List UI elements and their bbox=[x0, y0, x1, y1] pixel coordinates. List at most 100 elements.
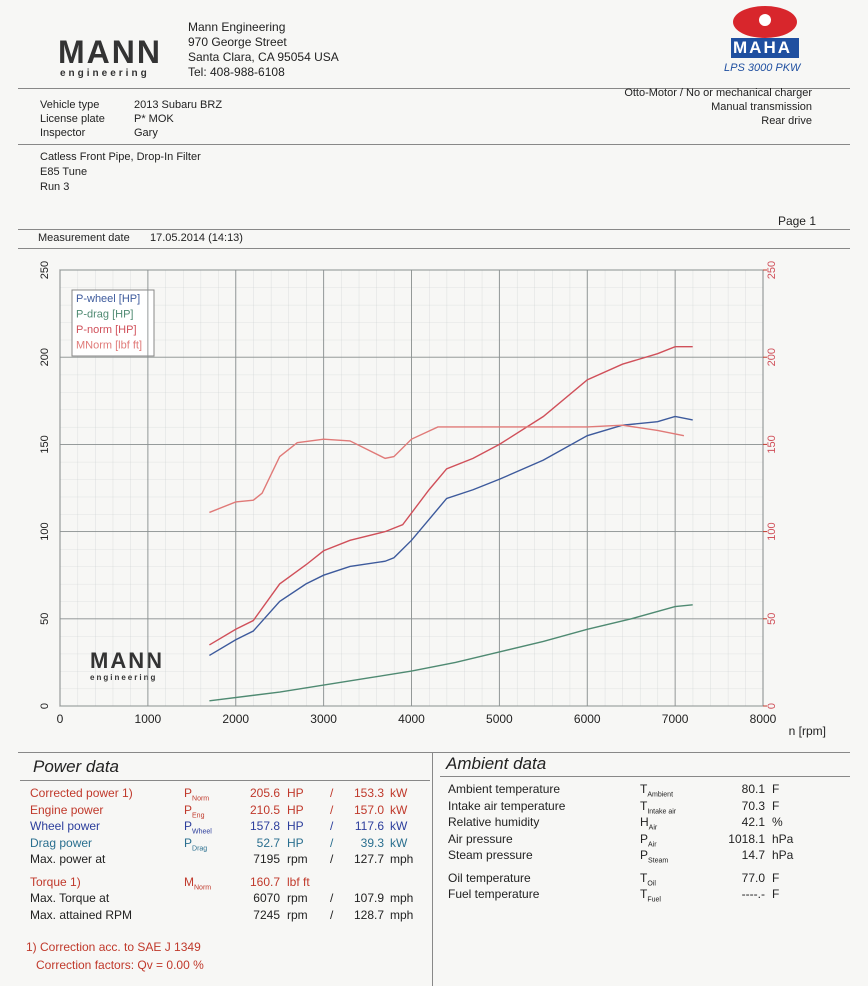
x-tick-label: 2000 bbox=[222, 712, 249, 726]
maha-logo bbox=[731, 6, 799, 58]
unit: kW bbox=[390, 802, 408, 817]
correction: Correction factors: Qv = 0.00 % bbox=[36, 958, 204, 972]
row-label: Fuel temperature bbox=[448, 887, 540, 901]
engine: Otto-Motor / No or mechanical charger bbox=[624, 87, 812, 99]
series-line bbox=[209, 346, 693, 646]
symbol-main: P bbox=[184, 802, 193, 817]
phone: Tel: 408-988-6108 bbox=[188, 65, 285, 79]
y-tick-label: 50 bbox=[39, 613, 51, 625]
y-tick-label: 250 bbox=[39, 261, 51, 279]
value: 157.8 bbox=[249, 819, 280, 833]
x-tick-label: 4000 bbox=[398, 712, 425, 726]
row-label: Air pressure bbox=[448, 831, 513, 846]
y2-tick-label: 50 bbox=[766, 613, 778, 625]
y2-tick-label: 150 bbox=[766, 435, 778, 453]
label: License plate bbox=[40, 113, 105, 125]
row-label: Ambient temperature bbox=[448, 782, 561, 796]
y-tick-label: 200 bbox=[39, 348, 51, 366]
unit: F bbox=[772, 782, 780, 796]
logo: MANN bbox=[58, 34, 162, 70]
ambient-title: Ambient data bbox=[446, 754, 547, 773]
separator: / bbox=[330, 852, 334, 866]
symbol: TIntake air bbox=[640, 799, 676, 815]
unit: HP bbox=[287, 786, 304, 800]
city: Santa Clara, CA 95054 USA bbox=[188, 50, 339, 64]
symbol-main: T bbox=[640, 798, 648, 813]
power-title: Power data bbox=[33, 757, 119, 776]
value: 52.7 bbox=[256, 835, 280, 850]
row-label: Engine power bbox=[30, 802, 104, 817]
correction-value: 0.00 % bbox=[166, 958, 204, 972]
address: Mann Engineering 970 George Street Santa… bbox=[188, 20, 339, 80]
y2-tick-label: 200 bbox=[766, 348, 778, 366]
unit: hPa bbox=[772, 848, 794, 862]
drive: Rear drive bbox=[761, 115, 812, 127]
row-label: Max. Torque at bbox=[30, 891, 110, 905]
value: 210.5 bbox=[249, 802, 280, 817]
value: 77.0 bbox=[741, 870, 765, 885]
value: 70.3 bbox=[741, 798, 765, 813]
symbol-main: P bbox=[184, 835, 193, 850]
symbol: PSteam bbox=[640, 848, 668, 864]
model: LPS 3000 PKW bbox=[724, 62, 801, 74]
row-label: Relative humidity bbox=[448, 815, 540, 829]
symbol-main: T bbox=[640, 782, 648, 796]
separator: / bbox=[330, 786, 334, 800]
y-tick-label: 100 bbox=[39, 522, 51, 540]
x-tick-label: 1000 bbox=[135, 712, 162, 726]
value: 7195 bbox=[253, 852, 280, 866]
symbol-main: T bbox=[640, 870, 648, 885]
symbol-main: M bbox=[184, 874, 194, 889]
y-tick-label: 150 bbox=[39, 435, 51, 453]
separator: / bbox=[330, 819, 334, 833]
label: Inspector bbox=[40, 127, 86, 139]
row-label: Torque 1) bbox=[30, 874, 81, 889]
symbol: MNorm bbox=[184, 875, 211, 891]
symbol-sub: Ambient bbox=[647, 791, 674, 799]
note: E85 Tune bbox=[40, 166, 88, 178]
row-label: Corrected power 1) bbox=[30, 786, 133, 800]
row-label: Intake air temperature bbox=[448, 798, 566, 813]
symbol-sub: Drag bbox=[192, 844, 208, 852]
separator: / bbox=[330, 907, 334, 922]
unit: mph bbox=[390, 907, 414, 922]
symbol: PNorm bbox=[184, 786, 209, 802]
value: 14.7 bbox=[741, 848, 765, 862]
note: Run 3 bbox=[40, 181, 70, 193]
separator: / bbox=[330, 835, 334, 850]
symbol: PWheel bbox=[184, 819, 212, 835]
value: 7245 bbox=[253, 907, 280, 922]
unit: kW bbox=[390, 786, 408, 800]
notes: Catless Front Pipe, Drop-In Filter E85 T… bbox=[40, 150, 201, 195]
symbol-main: H bbox=[640, 815, 649, 829]
page-number: Page 1 bbox=[777, 214, 816, 228]
transmission: Manual transmission bbox=[711, 101, 812, 113]
y2-tick-label: 250 bbox=[766, 261, 778, 279]
y-tick-label: 0 bbox=[39, 703, 51, 709]
unit: HP bbox=[287, 835, 304, 850]
symbol-sub: Steam bbox=[648, 857, 669, 865]
row-label: Max. attained RPM bbox=[30, 907, 133, 922]
y2-tick-label: 100 bbox=[766, 522, 778, 540]
unit: HP bbox=[287, 802, 304, 817]
symbol-sub: Oil bbox=[647, 879, 656, 887]
value: 39.3 bbox=[360, 835, 384, 850]
symbol: HAir bbox=[640, 815, 657, 831]
unit: kW bbox=[390, 835, 408, 850]
symbol-sub: Air bbox=[648, 824, 658, 832]
series-line bbox=[209, 415, 693, 657]
value: 205.6 bbox=[249, 786, 280, 800]
symbol-sub: Eng bbox=[192, 811, 205, 819]
value: 42.1 bbox=[741, 815, 765, 829]
x-tick-label: 7000 bbox=[662, 712, 689, 726]
correction-label: Correction factors: Qv = bbox=[36, 958, 164, 972]
symbol: PAir bbox=[640, 832, 657, 848]
separator: / bbox=[330, 891, 334, 905]
unit: kW bbox=[390, 819, 408, 833]
row-label: Max. power at bbox=[30, 852, 106, 866]
note: Catless Front Pipe, Drop-In Filter bbox=[40, 151, 201, 163]
row-label: Drag power bbox=[30, 835, 93, 850]
series-line bbox=[209, 424, 685, 514]
unit: F bbox=[772, 870, 780, 885]
